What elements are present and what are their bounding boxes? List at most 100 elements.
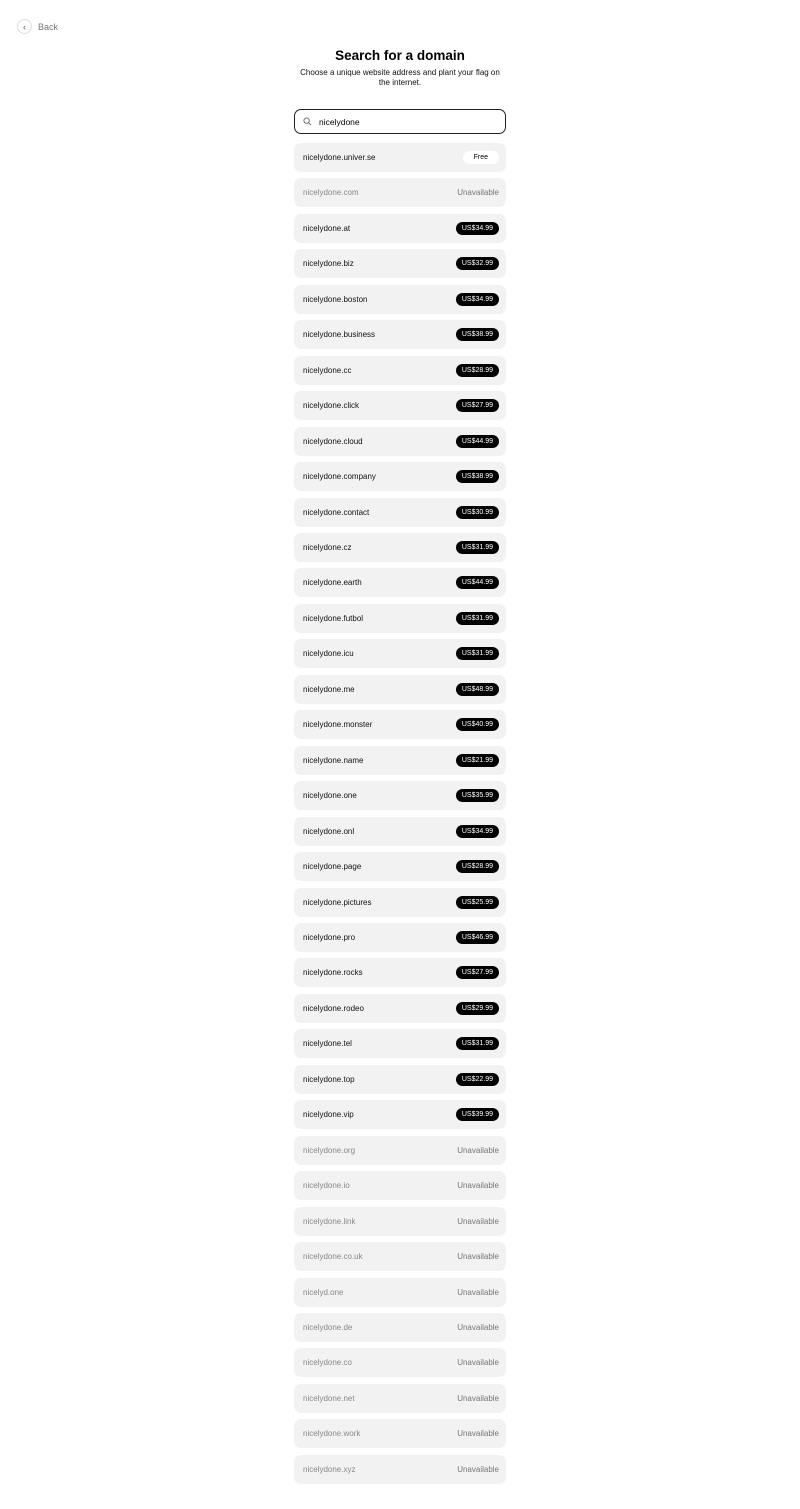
domain-row: nicelydone.de Unavailable: [294, 1312, 506, 1342]
domain-name: nicelyd.one: [303, 1287, 344, 1297]
price-badge: US$46.99: [455, 930, 499, 944]
domain-name: nicelydone.net: [303, 1393, 355, 1403]
domain-row[interactable]: nicelydone.rodeo US$29.99: [294, 993, 506, 1023]
domain-row[interactable]: nicelydone.click US$27.99: [294, 391, 506, 421]
domain-row[interactable]: nicelydone.cz US$31.99: [294, 532, 506, 562]
domain-row[interactable]: nicelydone.contact US$30.99: [294, 497, 506, 527]
domain-name: nicelydone.xyz: [303, 1464, 356, 1474]
price-badge: US$29.99: [455, 1001, 499, 1015]
domain-row[interactable]: nicelydone.top US$22.99: [294, 1064, 506, 1094]
domain-row[interactable]: nicelydone.monster US$40.99: [294, 710, 506, 740]
domain-row[interactable]: nicelydone.business US$38.99: [294, 320, 506, 350]
domain-row: nicelydone.co Unavailable: [294, 1348, 506, 1378]
domain-row[interactable]: nicelydone.rocks US$27.99: [294, 958, 506, 988]
unavailable-label: Unavailable: [457, 1287, 499, 1297]
domain-name: nicelydone.biz: [303, 259, 354, 269]
domain-row[interactable]: nicelydone.tel US$31.99: [294, 1029, 506, 1059]
domain-name: nicelydone.cz: [303, 542, 352, 552]
price-badge: US$34.99: [455, 221, 499, 235]
unavailable-label: Unavailable: [457, 1429, 499, 1439]
domain-name: nicelydone.pro: [303, 932, 356, 942]
domain-row[interactable]: nicelydone.pro US$46.99: [294, 922, 506, 952]
price-badge: US$28.99: [455, 860, 499, 874]
domain-name: nicelydone.vip: [303, 1110, 354, 1120]
search-input[interactable]: [319, 116, 489, 127]
domain-row[interactable]: nicelydone.onl US$34.99: [294, 816, 506, 846]
price-badge: US$38.99: [455, 470, 499, 484]
domain-row[interactable]: nicelydone.earth US$44.99: [294, 568, 506, 598]
domain-name: nicelydone.work: [303, 1429, 361, 1439]
domain-name: nicelydone.univer.se: [303, 153, 376, 162]
domain-row[interactable]: nicelydone.at US$34.99: [294, 213, 506, 243]
domain-row: nicelydone.work Unavailable: [294, 1419, 506, 1449]
price-badge: US$34.99: [455, 292, 499, 306]
price-badge: US$32.99: [455, 257, 499, 271]
domain-name: nicelydone.earth: [303, 578, 362, 588]
price-badge: US$30.99: [455, 505, 499, 519]
domain-row[interactable]: nicelydone.name US$21.99: [294, 745, 506, 775]
domain-row[interactable]: nicelydone.me US$48.99: [294, 674, 506, 704]
chevron-left-icon: ‹: [17, 19, 32, 34]
price-badge: US$38.99: [455, 328, 499, 342]
domain-name: nicelydone.de: [303, 1322, 353, 1332]
domain-row[interactable]: nicelydone.futbol US$31.99: [294, 603, 506, 633]
domain-row: nicelydone.org Unavailable: [294, 1135, 506, 1165]
domain-name: nicelydone.icu: [303, 649, 354, 659]
domain-row[interactable]: nicelydone.icu US$31.99: [294, 639, 506, 669]
back-button[interactable]: ‹ Back: [17, 19, 58, 34]
domain-row[interactable]: nicelydone.cc US$28.99: [294, 355, 506, 385]
unavailable-label: Unavailable: [457, 1216, 499, 1226]
page-subtitle: Choose a unique website address and plan…: [300, 68, 500, 87]
price-badge: US$31.99: [455, 647, 499, 661]
page-title: Search for a domain: [335, 48, 465, 63]
domain-row[interactable]: nicelydone.page US$28.99: [294, 852, 506, 882]
domain-row: nicelydone.co.uk Unavailable: [294, 1242, 506, 1272]
domain-name: nicelydone.me: [303, 684, 355, 694]
domain-name: nicelydone.futbol: [303, 613, 364, 623]
domain-row: nicelyd.one Unavailable: [294, 1277, 506, 1307]
back-label: Back: [38, 21, 59, 32]
domain-name: nicelydone.company: [303, 472, 376, 482]
domain-row[interactable]: nicelydone.vip US$39.99: [294, 1100, 506, 1130]
price-badge: US$25.99: [455, 895, 499, 909]
price-badge: US$44.99: [455, 434, 499, 448]
domain-name: nicelydone.io: [303, 1181, 350, 1191]
domain-name: nicelydone.page: [303, 862, 362, 872]
price-badge: US$31.99: [455, 540, 499, 554]
domain-row[interactable]: nicelydone.biz US$32.99: [294, 249, 506, 279]
domain-name: nicelydone.cc: [303, 365, 352, 375]
domain-name: nicelydone.at: [303, 223, 351, 233]
domain-row: nicelydone.io Unavailable: [294, 1171, 506, 1201]
domain-row[interactable]: nicelydone.one US$35.99: [294, 781, 506, 811]
price-badge: US$39.99: [455, 1108, 499, 1122]
unavailable-label: Unavailable: [457, 1322, 499, 1332]
domain-row[interactable]: nicelydone.boston US$34.99: [294, 284, 506, 314]
domain-name: nicelydone.rodeo: [303, 1003, 364, 1013]
domain-name: nicelydone.org: [303, 1145, 356, 1155]
price-badge: US$31.99: [455, 611, 499, 625]
domain-name: nicelydone.business: [303, 330, 376, 340]
unavailable-label: Unavailable: [457, 1464, 499, 1474]
domain-row[interactable]: nicelydone.univer.se Free: [294, 143, 506, 172]
domain-name: nicelydone.pictures: [303, 897, 372, 907]
domain-name: nicelydone.monster: [303, 720, 373, 730]
domain-name: nicelydone.name: [303, 755, 364, 765]
price-badge: US$44.99: [455, 576, 499, 590]
price-badge: US$28.99: [455, 363, 499, 377]
domain-row: nicelydone.com Unavailable: [294, 178, 506, 208]
domain-row: nicelydone.link Unavailable: [294, 1206, 506, 1236]
domain-row[interactable]: nicelydone.cloud US$44.99: [294, 426, 506, 456]
price-badge: US$48.99: [455, 682, 499, 696]
price-badge: US$31.99: [455, 1037, 499, 1051]
domain-search[interactable]: [294, 109, 506, 134]
domain-row[interactable]: nicelydone.company US$38.99: [294, 462, 506, 492]
domain-row: nicelydone.net Unavailable: [294, 1383, 506, 1413]
domain-name: nicelydone.cloud: [303, 436, 363, 446]
price-badge: US$21.99: [455, 753, 499, 767]
search-icon: [303, 117, 312, 126]
domain-name: nicelydone.onl: [303, 826, 355, 836]
unavailable-label: Unavailable: [457, 1252, 499, 1262]
domain-name: nicelydone.tel: [303, 1039, 352, 1049]
domain-row[interactable]: nicelydone.pictures US$25.99: [294, 887, 506, 917]
domain-name: nicelydone.co: [303, 1358, 352, 1368]
